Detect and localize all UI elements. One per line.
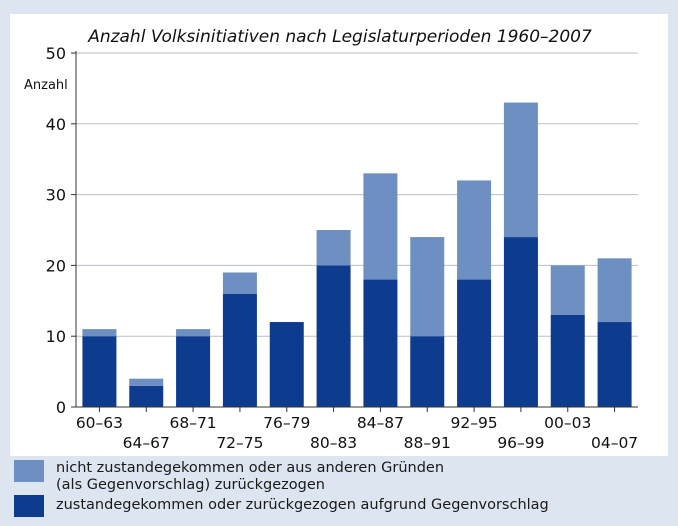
x-tick-label-68–71: 68–71 [169,414,216,432]
bar-96–99-light [503,102,538,238]
x-tick-label-84–87: 84–87 [357,414,404,432]
bar-68–71-dark [176,336,211,407]
x-tick-label-80–83: 80–83 [310,434,357,452]
x-tick-label-88–91: 88–91 [404,434,451,452]
bar-80–83-dark [316,265,351,407]
legend-label-light-line2: (als Gegenvorschlag) zurückgezogen [56,477,325,493]
bar-96–99-dark [503,237,538,407]
x-tick-label-72–75: 72–75 [216,434,263,452]
legend-swatch-dark [14,495,44,517]
bar-92–95-light [457,180,492,280]
y-tick-label-40: 40 [46,115,66,134]
y-axis-label: Anzahl [24,78,68,93]
bar-60–63-dark [82,336,117,407]
legend-label-dark: zustandegekommen oder zurückgezogen aufg… [56,497,549,513]
bar-76–79-dark [269,322,304,407]
bar-04–07-dark [597,322,632,407]
bar-84–87-dark [363,279,398,407]
x-tick-label-60–63: 60–63 [76,414,123,432]
bar-72–75-dark [222,293,257,407]
x-tick-label-64–67: 64–67 [123,434,170,452]
x-tick-label-96–99: 96–99 [497,434,544,452]
y-tick-label-10: 10 [46,327,66,346]
bar-68–71-light [176,329,211,337]
bar-64–67-dark [129,385,164,407]
bar-00–03-light [550,265,585,315]
x-tick-label-92–95: 92–95 [450,414,497,432]
bar-88–91-dark [410,336,445,407]
bar-92–95-dark [457,279,492,407]
bar-72–75-light [222,272,257,294]
y-tick-label-20: 20 [46,256,66,275]
legend-item-light: nicht zustandegekommen oder aus anderen … [14,460,444,494]
bar-layer [82,102,632,407]
bar-60–63-light [82,329,117,337]
y-tick-label-50: 50 [46,44,66,63]
bar-80–83-light [316,230,351,266]
bar-00–03-dark [550,314,585,407]
legend-swatch-light [14,460,44,482]
bar-84–87-light [363,173,398,280]
bar-88–91-light [410,237,445,337]
y-tick-label-0: 0 [56,398,66,417]
bar-chart: Anzahl Volksinitiativen nach Legislaturp… [24,27,639,452]
y-tick-label-30: 30 [46,186,66,205]
bar-64–67-light [129,378,164,386]
grid-layer [76,52,638,337]
x-tick-label-04–07: 04–07 [591,434,638,452]
legend-label-light-line1: nicht zustandegekommen oder aus anderen … [56,460,445,476]
chart-title: Anzahl Volksinitiativen nach Legislaturp… [87,27,592,47]
plot-panel: Anzahl Volksinitiativen nach Legislaturp… [10,14,668,456]
bar-04–07-light [597,258,632,323]
legend-label-light: nicht zustandegekommen oder aus anderen … [56,460,444,494]
legend-item-dark: zustandegekommen oder zurückgezogen aufg… [14,495,549,517]
x-tick-label-76–79: 76–79 [263,414,310,432]
x-tick-label-00–03: 00–03 [544,414,591,432]
